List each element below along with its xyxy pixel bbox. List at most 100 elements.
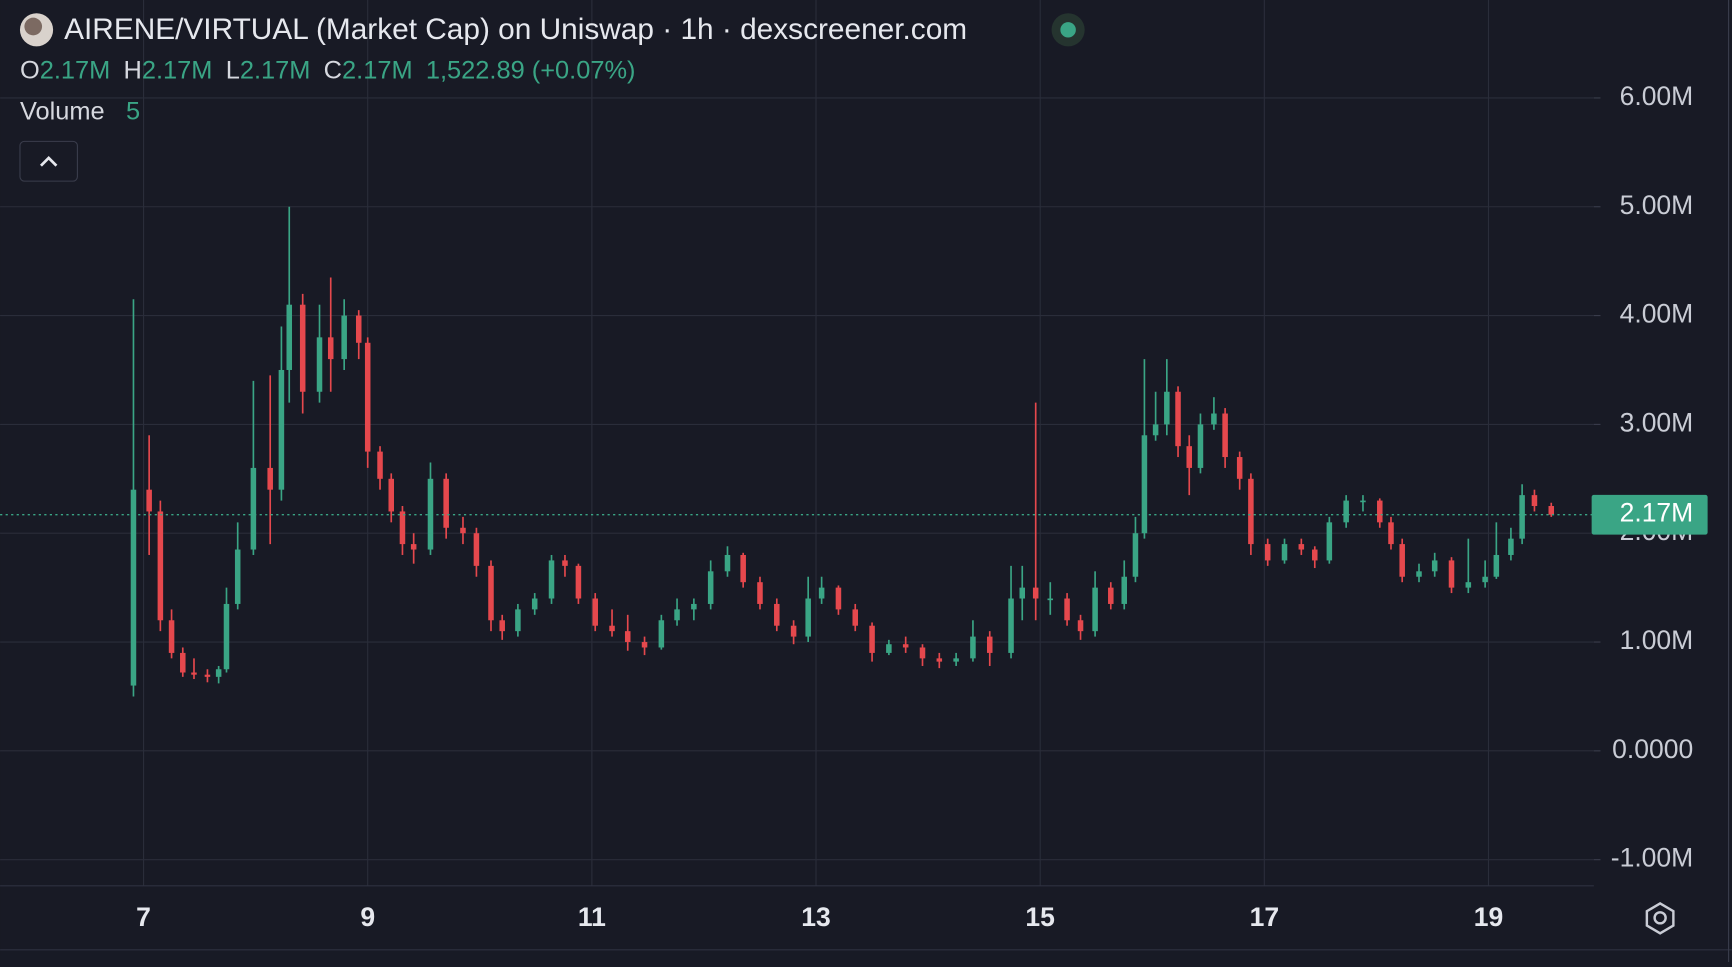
candle-body	[548, 560, 555, 599]
x-tick-label: 13	[801, 902, 830, 932]
settings-icon[interactable]	[1645, 902, 1675, 935]
candle-body	[146, 489, 152, 512]
gear-outline	[1645, 902, 1675, 935]
gear-hole	[1653, 911, 1667, 925]
candle-body	[286, 304, 293, 370]
candle-body	[852, 609, 859, 626]
candle-body	[1019, 587, 1026, 599]
candle-body	[986, 636, 993, 653]
candle-body	[1548, 506, 1555, 515]
legend-value: 2.17M	[142, 56, 213, 84]
candle-body	[278, 369, 285, 490]
y-tick-label: 0.0000	[1612, 734, 1693, 764]
candle-body	[1032, 587, 1039, 599]
legend-key: L	[226, 56, 240, 84]
status-dot	[1060, 22, 1076, 38]
ohlc-legend: O 2.17M H 2.17M L 2.17M C 2.17M	[20, 56, 413, 84]
candle-body	[724, 554, 731, 572]
candle-body	[1141, 435, 1148, 534]
legend-key: H	[124, 56, 142, 84]
candle-body	[1121, 576, 1128, 604]
candle-body	[674, 609, 680, 621]
candle-body	[341, 315, 347, 360]
candle-body	[757, 582, 763, 604]
candle-body	[1222, 413, 1228, 458]
legend-value: 2.17M	[342, 56, 413, 84]
volume-period: 5	[126, 97, 140, 125]
candle-body	[399, 511, 406, 545]
candle-body	[157, 511, 164, 621]
candle-body	[1298, 544, 1305, 550]
candle-body	[473, 533, 480, 566]
candle-body	[609, 625, 615, 632]
legend-key: O	[20, 56, 40, 84]
x-tick-label: 7	[136, 902, 151, 932]
collapse-button[interactable]	[19, 140, 78, 182]
candle-body	[575, 565, 582, 599]
candle-body	[1248, 478, 1254, 545]
candle-body	[204, 674, 211, 677]
candle-body	[1211, 413, 1217, 425]
y-tick-label: 5.00M	[1620, 190, 1694, 220]
candle-body	[707, 571, 714, 604]
candle-body	[168, 620, 175, 653]
legend-key: C	[324, 56, 342, 84]
candle-body	[377, 451, 383, 479]
candle-body	[740, 554, 746, 583]
legend-value: 2.17M	[240, 56, 311, 84]
candle-body	[1431, 560, 1438, 572]
volume-label: Volume	[20, 97, 105, 125]
candle-body	[427, 478, 434, 550]
x-tick-label: 17	[1250, 902, 1279, 932]
candle-body	[234, 549, 241, 604]
candle-body	[1399, 544, 1405, 577]
x-tick-label: 11	[578, 902, 606, 932]
last-price-box	[1591, 494, 1708, 535]
chart-title: AIRENE/VIRTUAL (Market Cap) on Uniswap ·…	[64, 13, 967, 46]
candle-body	[223, 603, 230, 670]
candle-body	[1416, 571, 1422, 577]
candle-body	[1186, 446, 1193, 468]
y-tick-label: 1.00M	[1620, 625, 1694, 655]
candle-body	[1092, 587, 1098, 632]
candle-body	[1164, 391, 1170, 425]
candle-body	[267, 467, 273, 490]
candle-body	[1448, 560, 1455, 588]
candle-body	[499, 620, 505, 632]
candle-body	[355, 315, 362, 343]
candle-body	[250, 467, 257, 550]
candle-body	[180, 652, 186, 673]
candle-body	[1281, 544, 1288, 561]
candle-body	[515, 609, 521, 632]
candle-body	[691, 603, 697, 610]
candle-body	[1312, 549, 1318, 561]
candle-body	[1493, 554, 1500, 577]
candle-body	[191, 672, 197, 675]
candle-body	[970, 636, 976, 659]
candle-body	[641, 642, 648, 648]
candle-body	[774, 603, 780, 626]
candle-body	[805, 598, 811, 637]
candle-body	[562, 560, 568, 566]
candle-body	[1047, 598, 1054, 601]
candle-body	[327, 337, 334, 360]
y-tick-label: 3.00M	[1620, 407, 1694, 437]
candle-body	[869, 625, 875, 653]
candle-body	[1152, 424, 1159, 436]
change: 1,522.89 (+0.07%)	[426, 56, 636, 84]
y-tick-label: 4.00M	[1620, 299, 1694, 329]
candle-body	[1388, 522, 1394, 545]
candle-body	[1377, 500, 1383, 523]
candle-body	[1132, 533, 1139, 577]
x-tick-label: 9	[360, 902, 375, 932]
candle-body	[1343, 500, 1349, 523]
x-tick-label: 19	[1474, 902, 1503, 932]
chevron-icon	[39, 155, 58, 167]
candle-body	[1519, 495, 1525, 539]
candle-body	[1077, 620, 1084, 632]
candle-body	[488, 565, 494, 621]
candle-body	[835, 587, 842, 610]
candle-body	[936, 658, 943, 662]
